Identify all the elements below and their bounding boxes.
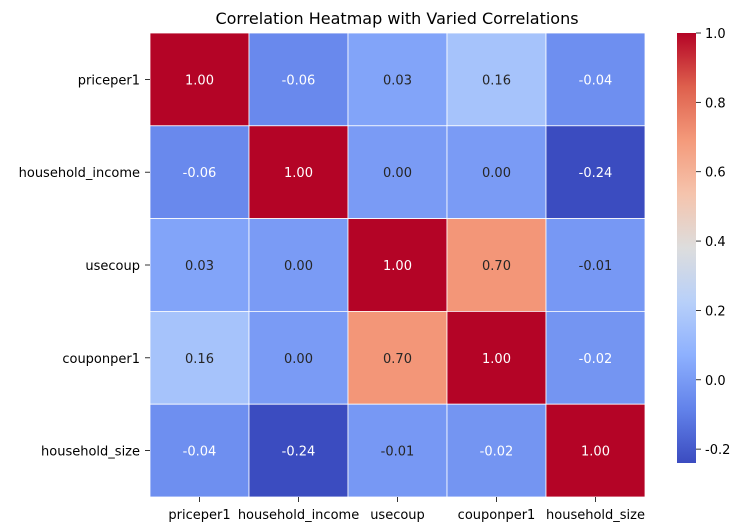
colorbar-ticks: 1.0 0.8 0.6 0.4 0.2 0.0 -0.2 (696, 27, 730, 458)
cell-value-0-3: 0.16 (482, 73, 511, 88)
cell-value-1-1: 1.00 (284, 166, 313, 181)
chart-title: Correlation Heatmap with Varied Correlat… (215, 9, 578, 28)
cell-value-3-3: 1.00 (482, 352, 511, 367)
heatmap-cell-2-3 (446, 218, 547, 312)
cell-value-3-4: -0.02 (579, 352, 613, 367)
cell-value-4-3: -0.02 (480, 445, 514, 460)
cell-value-4-0: -0.04 (183, 445, 217, 460)
x-tick-label-couponper1: couponper1 (458, 508, 536, 523)
cell-value-0-1: -0.06 (282, 73, 316, 88)
heatmap-cell-3-3 (446, 310, 547, 405)
colorbar (677, 33, 696, 463)
colorbar-tick-label: 0.2 (705, 304, 726, 319)
heatmap-cell-0-3 (446, 32, 547, 127)
heatmap-cell-2-4 (545, 218, 646, 312)
colorbar-tick-label: 0.6 (705, 166, 726, 181)
heatmap-cell-0-4 (545, 32, 646, 127)
cell-value-1-2: 0.00 (383, 166, 412, 181)
heatmap-cell-4-1 (248, 403, 349, 498)
heatmap-cell-4-4 (545, 403, 646, 498)
heatmap-cell-2-1 (248, 218, 349, 312)
x-tick-label-usecoup: usecoup (370, 508, 425, 523)
cell-value-0-2: 0.03 (383, 73, 412, 88)
cell-value-1-4: -0.24 (579, 166, 613, 181)
colorbar-tick-label: -0.2 (705, 443, 730, 458)
cell-value-2-0: 0.03 (185, 259, 214, 274)
y-tick-label-couponper1: couponper1 (62, 352, 140, 367)
cell-value-1-3: 0.00 (482, 166, 511, 181)
y-tick-label-household_size: household_size (41, 445, 140, 460)
cell-value-3-2: 0.70 (383, 352, 412, 367)
cell-value-2-3: 0.70 (482, 259, 511, 274)
heatmap-cell-0-1 (248, 32, 349, 127)
cell-value-0-0: 1.00 (185, 73, 214, 88)
cell-value-2-1: 0.00 (284, 259, 313, 274)
y-tick-label-priceper1: priceper1 (78, 73, 140, 88)
heatmap-cells: 1.00 -0.06 0.03 0.16 -0.04 -0.06 1.00 0.00 0.00 -… (149, 32, 646, 498)
heatmap-cell-1-4 (545, 125, 646, 220)
x-tick-label-priceper1: priceper1 (168, 508, 230, 523)
cell-value-1-0: -0.06 (183, 166, 217, 181)
heatmap-cell-3-2 (347, 310, 448, 405)
colorbar-tick-label: 1.0 (705, 27, 726, 42)
x-tick-labels: priceper1 household_income usecoup couponpe… (168, 497, 645, 523)
cell-value-2-4: -0.01 (579, 259, 613, 274)
heatmap-cell-4-2 (347, 403, 448, 498)
cell-value-2-2: 1.00 (383, 259, 412, 274)
cell-value-4-4: 1.00 (581, 445, 610, 460)
cell-value-3-0: 0.16 (185, 352, 214, 367)
cell-value-0-4: -0.04 (579, 73, 613, 88)
heatmap-cell-3-4 (545, 310, 646, 405)
cell-value-4-1: -0.24 (282, 445, 316, 460)
heatmap-cell-1-0 (149, 125, 250, 220)
y-tick-label-usecoup: usecoup (85, 259, 140, 274)
colorbar-tick-label: 0.4 (705, 235, 726, 250)
colorbar-tick-label: 0.0 (705, 374, 726, 389)
cell-value-3-1: 0.00 (284, 352, 313, 367)
x-tick-label-household_size: household_size (546, 508, 645, 523)
y-tick-label-household_income: household_income (19, 166, 140, 181)
x-tick-label-household_income: household_income (238, 508, 359, 523)
heatmap-cell-2-2 (347, 218, 448, 312)
colorbar-tick-label: 0.8 (705, 96, 726, 111)
heatmap-cell-0-2 (347, 32, 448, 127)
heatmap-cell-3-1 (248, 310, 349, 405)
heatmap-cell-0-0 (149, 32, 250, 127)
cell-value-4-2: -0.01 (381, 445, 415, 460)
heatmap-cell-1-2 (347, 125, 448, 220)
heatmap-cell-4-0 (149, 403, 250, 498)
